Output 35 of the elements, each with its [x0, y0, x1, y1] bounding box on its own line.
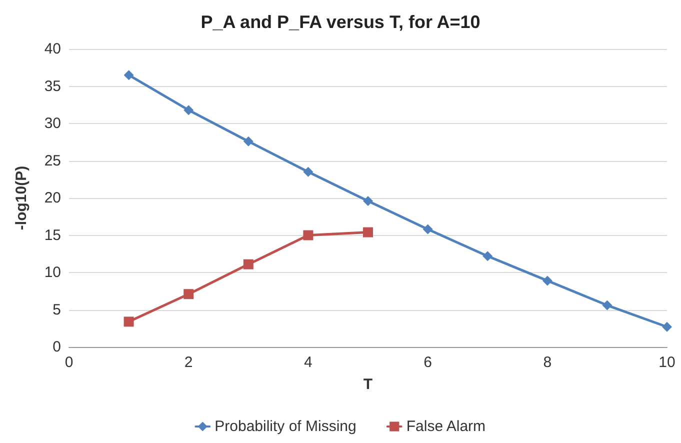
point [184, 289, 194, 300]
point [243, 136, 254, 146]
point [482, 251, 493, 262]
y-tick-label: 35 [44, 78, 61, 95]
point [303, 230, 314, 240]
point [602, 300, 612, 310]
y-tick-label: 10 [44, 264, 61, 281]
x-tick-label: 6 [424, 354, 432, 371]
point [363, 196, 373, 206]
point [124, 316, 134, 327]
x-tick-label: 0 [64, 354, 74, 371]
point [124, 70, 134, 80]
x-axis-title: T [363, 376, 373, 393]
y-tick-label: 0 [52, 338, 61, 356]
point [303, 166, 314, 177]
x-tick-label: 8 [543, 354, 552, 371]
point [662, 322, 672, 332]
chart-title: P_A and P_FA versus T, for A=10 [200, 12, 480, 32]
point [243, 259, 254, 270]
y-tick-label: 30 [44, 115, 61, 132]
y-tick-label: 40 [44, 40, 61, 58]
x-tick-label: 4 [304, 354, 312, 371]
y-axis-title: -log10(P) [13, 166, 30, 230]
point [363, 227, 373, 238]
point [542, 276, 552, 286]
point [184, 105, 194, 116]
legend-label: Probability of Missing [214, 418, 356, 435]
point [422, 224, 433, 234]
legend-label: False Alarm [406, 418, 486, 435]
x-tick-label: 10 [658, 354, 676, 371]
y-tick-label: 20 [44, 190, 61, 206]
x-tick-label: 2 [184, 354, 193, 371]
y-tick-label: 25 [44, 152, 61, 170]
y-tick-label: 5 [52, 301, 61, 318]
y-tick-label: 15 [44, 226, 61, 244]
